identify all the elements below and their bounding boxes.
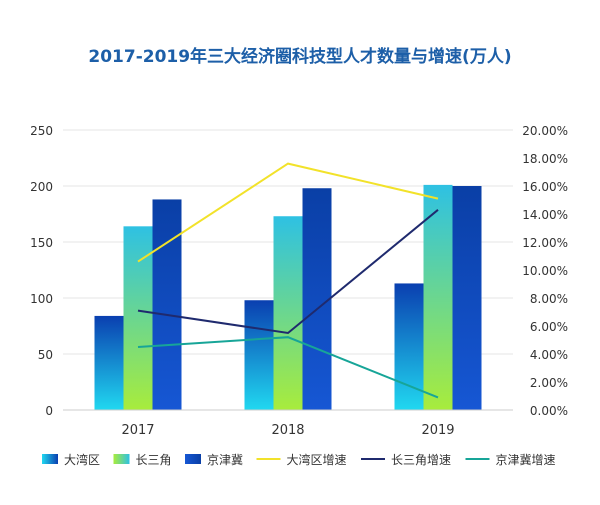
y2-tick-label: 12.00% (522, 236, 568, 250)
chart-legend: 大湾区 长三角 京津冀 大湾区增速 长三角增速 京津冀增速 (42, 452, 556, 467)
legend-swatch (113, 454, 130, 464)
y-tick-label: 150 (30, 236, 53, 250)
y2-tick-label: 0.00% (530, 404, 568, 418)
line-大湾区增速 (137, 162, 439, 263)
legend-item: 京津冀增速 (465, 453, 556, 467)
legend-label: 京津冀增速 (496, 453, 556, 467)
legend-label: 大湾区增速 (287, 452, 347, 467)
y-tick-label: 250 (30, 124, 53, 138)
y2-tick-label: 18.00% (522, 152, 568, 166)
legend-label: 大湾区 (64, 452, 100, 467)
x-tick-label: 2018 (271, 423, 304, 438)
bar-大湾区-2018 (244, 300, 274, 410)
y-tick-label: 50 (38, 348, 53, 362)
legend-label: 京津冀 (207, 453, 243, 467)
legend-item: 长三角 (113, 453, 172, 467)
chart-title: 2017-2019年三大经济圈科技型人才数量与增速(万人) (88, 46, 511, 67)
bar-大湾区-2017 (94, 315, 124, 410)
y2-tick-label: 6.00% (530, 320, 568, 334)
y2-tick-label: 10.00% (522, 264, 568, 278)
bar-大湾区-2019 (394, 283, 424, 410)
line-长三角增速 (137, 209, 439, 335)
bar-京津冀-2018 (302, 188, 332, 410)
bar-长三角-2019 (423, 184, 453, 410)
bar-京津冀-2017 (152, 199, 182, 410)
bar-layer (94, 184, 482, 410)
legend-item: 京津冀 (185, 453, 243, 467)
bar-长三角-2018 (273, 216, 303, 410)
y-tick-label: 200 (30, 180, 53, 194)
legend-label: 长三角 (136, 453, 172, 467)
line-京津冀增速 (137, 336, 439, 399)
legend-item: 大湾区增速 (256, 452, 347, 467)
bar-京津冀-2019 (452, 186, 482, 410)
legend-swatch (185, 454, 201, 464)
bar-长三角-2017 (123, 226, 153, 410)
line-layer (137, 162, 439, 399)
x-tick-label: 2019 (421, 423, 454, 438)
y-tick-label: 0 (45, 404, 53, 418)
y2-tick-label: 8.00% (530, 292, 568, 306)
legend-label: 长三角增速 (391, 453, 451, 467)
legend-swatch (42, 454, 58, 464)
y2-tick-label: 4.00% (530, 348, 568, 362)
legend-item: 长三角增速 (361, 453, 451, 467)
y2-tick-label: 14.00% (522, 208, 568, 222)
x-tick-label: 2017 (121, 423, 154, 438)
y-tick-label: 100 (30, 292, 53, 306)
y2-tick-label: 2.00% (530, 376, 568, 390)
axis-layer: 0 50 100 150 200 250 0.00% 2.00% 4.00% 6.00% 8.00%… (30, 124, 568, 438)
legend-item: 大湾区 (42, 452, 100, 467)
y2-tick-label: 16.00% (522, 180, 568, 194)
y2-tick-label: 20.00% (522, 124, 568, 138)
